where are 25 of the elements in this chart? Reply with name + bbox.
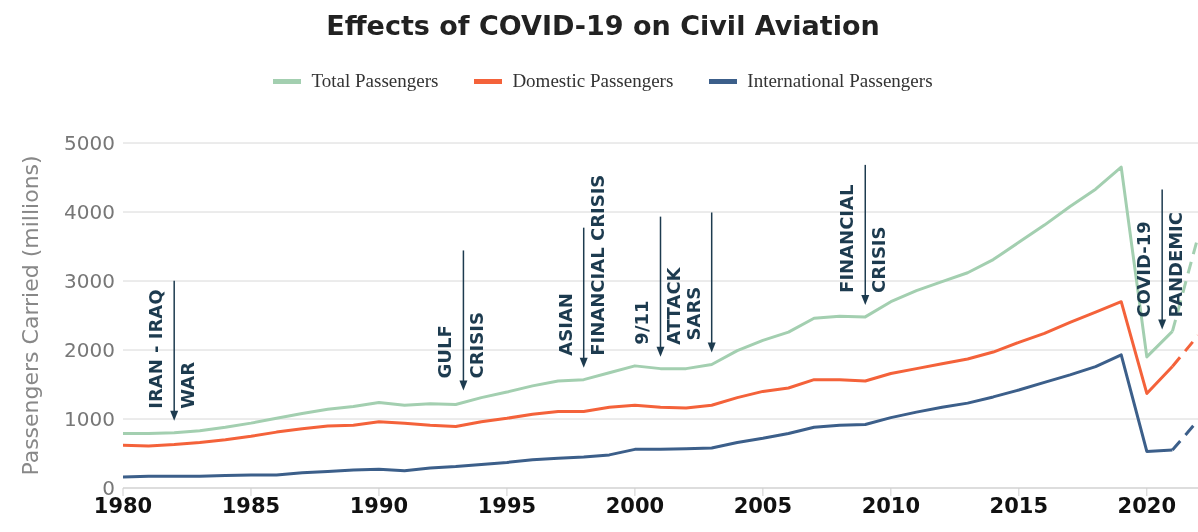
ref-line-label: IRAN - IRAQ WAR: [145, 289, 199, 409]
y-tick-label: 5000: [64, 131, 115, 156]
ref-line-label: ASIAN FINANCIAL CRISIS: [554, 174, 608, 356]
x-tick-label: 1990: [349, 493, 409, 518]
ref-line-label: FINANCIAL CRISIS: [836, 184, 890, 293]
y-tick-label: 3000: [64, 269, 115, 294]
y-tick-label: 4000: [64, 200, 115, 225]
legend-label: Domestic Passengers: [511, 70, 674, 92]
ref-line-label: GULF CRISIS: [434, 312, 488, 379]
chart-title: Effects of COVID-19 on Civil Aviation: [325, 10, 881, 41]
ref-line-label: SARS: [682, 286, 704, 341]
y-axis-title: Passengers Carried (millions): [17, 155, 43, 476]
y-tick-label: 2000: [64, 338, 115, 363]
ref-line-label: COVID-19 PANDEMIC: [1133, 211, 1187, 318]
legend-label: Total Passengers: [310, 70, 439, 92]
x-tick-label: 2020: [1117, 493, 1177, 518]
x-tick-label: 2000: [605, 493, 665, 518]
x-tick-label: 1995: [477, 493, 537, 518]
x-tick-label: 1985: [221, 493, 281, 518]
y-tick-label: 1000: [64, 407, 115, 432]
ref-line-label: 9/11 ATTACK: [631, 266, 685, 345]
x-tick-label: 2015: [989, 493, 1049, 518]
x-tick-label: 2005: [733, 493, 793, 518]
x-tick-label: 2010: [861, 493, 921, 518]
legend-label: International Passengers: [746, 70, 933, 92]
